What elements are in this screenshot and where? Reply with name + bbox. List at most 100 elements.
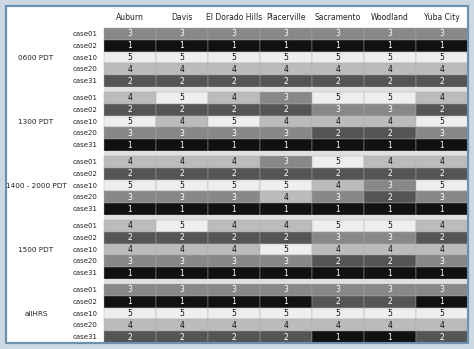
Bar	[260, 255, 312, 267]
Bar	[312, 52, 364, 64]
Text: 4: 4	[180, 157, 184, 166]
Bar	[364, 307, 416, 319]
Text: 1: 1	[232, 41, 237, 50]
Bar	[208, 168, 260, 180]
Bar	[156, 244, 208, 255]
Bar	[208, 255, 260, 267]
Text: 2: 2	[180, 169, 184, 178]
Text: 2: 2	[439, 233, 444, 242]
Text: 2: 2	[439, 169, 444, 178]
Text: 3: 3	[439, 193, 445, 202]
Text: 2: 2	[128, 233, 132, 242]
Bar	[156, 191, 208, 203]
Text: 5: 5	[232, 53, 237, 62]
Text: 1: 1	[388, 205, 392, 214]
Bar	[312, 319, 364, 331]
Bar	[312, 40, 364, 52]
Text: 2: 2	[388, 76, 392, 86]
Text: 4: 4	[180, 65, 184, 74]
Bar	[208, 28, 260, 40]
Text: 1300 PDT: 1300 PDT	[18, 119, 54, 125]
Text: 3: 3	[180, 285, 184, 295]
Bar	[156, 232, 208, 244]
Text: 4: 4	[336, 181, 340, 190]
Text: 5: 5	[128, 181, 132, 190]
Text: case20: case20	[73, 258, 98, 264]
Text: 3: 3	[232, 193, 237, 202]
Bar	[312, 180, 364, 191]
Text: 1: 1	[388, 333, 392, 342]
Bar	[104, 92, 156, 104]
Text: 2: 2	[283, 169, 288, 178]
Bar	[104, 156, 156, 168]
Text: 5: 5	[232, 309, 237, 318]
Bar	[104, 151, 468, 156]
Text: 1: 1	[439, 205, 444, 214]
Text: 3: 3	[388, 29, 392, 38]
Text: case01: case01	[73, 287, 98, 293]
Text: 2: 2	[232, 233, 237, 242]
Text: 3: 3	[336, 233, 340, 242]
Bar	[208, 284, 260, 296]
Text: 4: 4	[283, 321, 289, 330]
Text: 2: 2	[128, 333, 132, 342]
Bar	[208, 156, 260, 168]
Bar	[416, 92, 468, 104]
Bar	[156, 319, 208, 331]
Bar	[312, 75, 364, 87]
Text: 2: 2	[439, 76, 444, 86]
Bar	[364, 75, 416, 87]
Text: case01: case01	[73, 159, 98, 165]
Text: 4: 4	[180, 321, 184, 330]
Text: 5: 5	[232, 181, 237, 190]
Text: 3: 3	[180, 257, 184, 266]
Text: 5: 5	[180, 309, 184, 318]
Text: case02: case02	[73, 171, 98, 177]
Bar	[312, 28, 364, 40]
Text: 2: 2	[336, 169, 340, 178]
Text: 3: 3	[283, 29, 289, 38]
Text: 4: 4	[388, 157, 392, 166]
Text: 1: 1	[128, 141, 132, 150]
Bar	[208, 220, 260, 232]
Bar	[156, 64, 208, 75]
Bar	[364, 52, 416, 64]
Bar	[260, 220, 312, 232]
Bar	[156, 116, 208, 127]
Text: Sacramento: Sacramento	[315, 13, 361, 22]
Text: 3: 3	[439, 129, 445, 138]
Text: Yuba City: Yuba City	[424, 13, 460, 22]
Bar	[104, 127, 156, 139]
Text: 5: 5	[388, 309, 392, 318]
Text: 4: 4	[388, 321, 392, 330]
Bar	[416, 75, 468, 87]
Bar	[312, 116, 364, 127]
Text: 4: 4	[232, 94, 237, 102]
Text: 5: 5	[439, 117, 445, 126]
Text: 4: 4	[388, 245, 392, 254]
Bar	[156, 220, 208, 232]
Text: 2: 2	[180, 105, 184, 114]
Bar	[104, 255, 156, 267]
Text: case10: case10	[73, 246, 98, 252]
Bar	[260, 92, 312, 104]
Text: case02: case02	[73, 299, 98, 305]
Bar	[416, 331, 468, 343]
Bar	[104, 284, 156, 296]
Bar	[104, 215, 468, 220]
Text: 4: 4	[283, 117, 289, 126]
Bar	[104, 331, 156, 343]
Text: 4: 4	[283, 193, 289, 202]
Text: El Dorado Hills: El Dorado Hills	[206, 13, 262, 22]
Text: 3: 3	[180, 129, 184, 138]
Text: 1: 1	[336, 141, 340, 150]
Bar	[156, 331, 208, 343]
Bar	[364, 28, 416, 40]
Text: 1: 1	[128, 205, 132, 214]
Text: 4: 4	[388, 117, 392, 126]
Text: 3: 3	[336, 29, 340, 38]
Text: 5: 5	[336, 157, 340, 166]
Bar	[260, 244, 312, 255]
Bar	[104, 244, 156, 255]
Bar	[208, 127, 260, 139]
